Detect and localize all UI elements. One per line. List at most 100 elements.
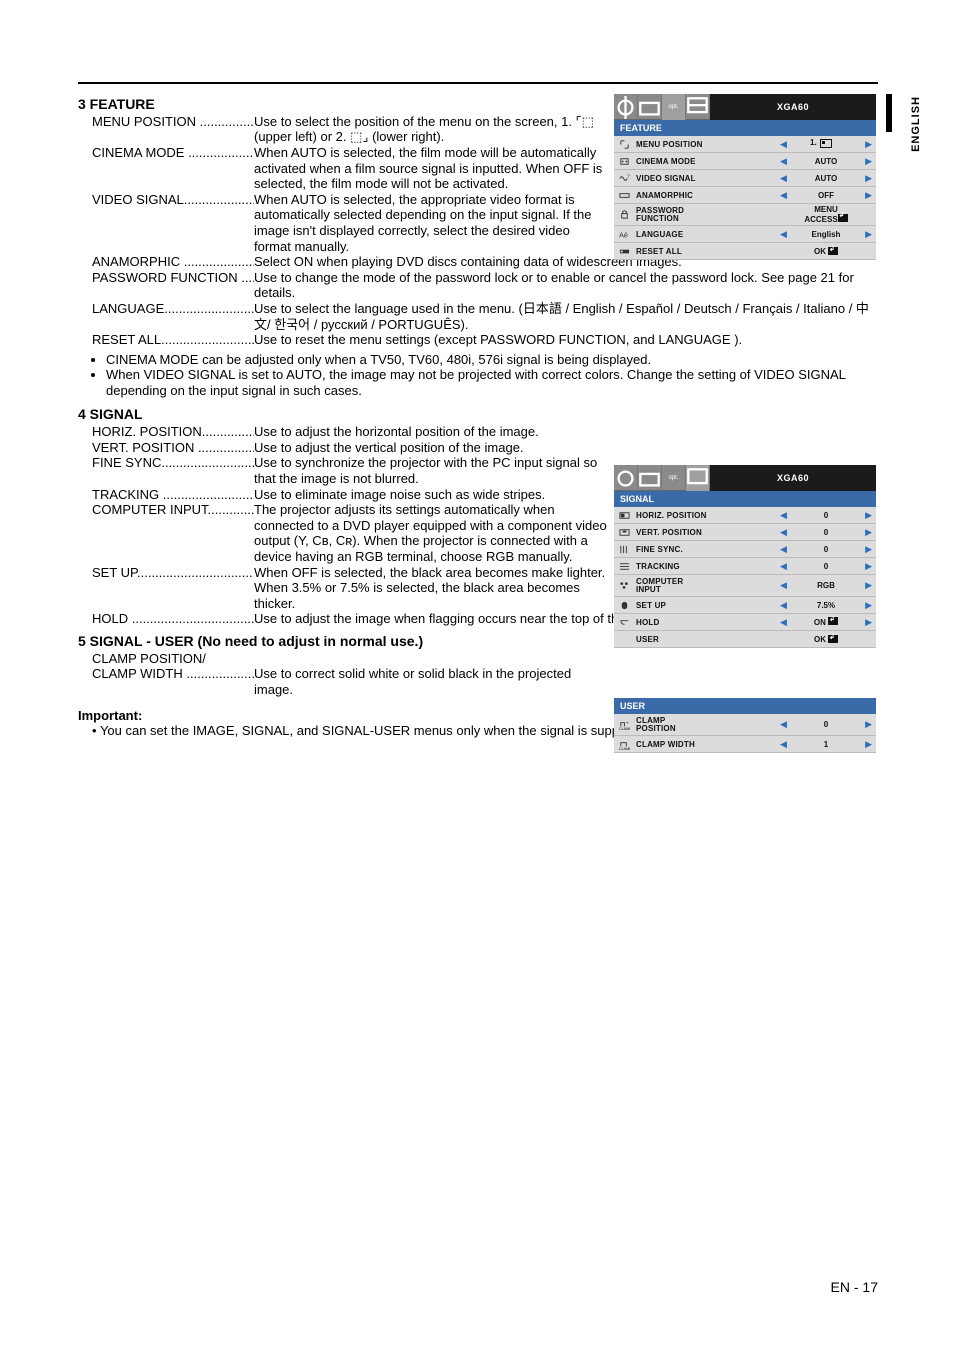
right-arrow-icon[interactable]: ▶ [865,600,872,611]
right-arrow-icon[interactable]: ▶ [865,229,872,240]
left-arrow-icon[interactable]: ◀ [780,617,787,628]
osd-feature-tabs: opt. [614,94,710,120]
osd-user-rows: CLAMPCLAMP POSITION◀0▶ CLAMPCLAMP WIDTH◀… [614,714,876,753]
password-icon [614,209,634,220]
right-arrow-icon[interactable]: ▶ [865,510,872,521]
osd-feature-title: XGA60 [710,94,876,120]
s3-bullet0: CINEMA MODE can be adjusted only when a … [106,352,878,368]
tab-image-icon[interactable] [614,465,638,491]
setup-icon [614,600,634,611]
osd-signal-panel: opt. XGA60 SIGNAL HORIZ. POSITION◀0▶ VER… [614,465,876,648]
page-number: EN - 17 [831,1279,878,1295]
section4-header: 4 SIGNAL [78,406,878,423]
svg-text:CLAMP: CLAMP [619,747,630,750]
hold-icon [614,617,634,628]
osd-feature-rows: MENU POSITION◀▶ CINEMA MODE◀AUTO▶ ?VIDEO… [614,136,876,260]
clamp-width-icon: CLAMP [614,739,634,750]
svg-text:?: ? [627,173,630,178]
menu-position-icon [614,139,634,150]
enter-icon [828,635,838,643]
osd-row-hold[interactable]: HOLD◀ON ▶ [614,614,876,631]
osd-row-video-signal[interactable]: ?VIDEO SIGNAL◀AUTO▶ [614,170,876,187]
s4-item0-label: HORIZ. POSITION.................. [78,424,254,440]
right-arrow-icon[interactable]: ▶ [865,156,872,167]
left-arrow-icon[interactable]: ◀ [780,229,787,240]
right-arrow-icon[interactable]: ▶ [865,527,872,538]
left-arrow-icon[interactable]: ◀ [780,156,787,167]
osd-row-language[interactable]: AëLANGUAGE◀English▶ [614,226,876,243]
osd-row-reset-all[interactable]: RESET ALLOK [614,243,876,260]
osd-signal-rows: HORIZ. POSITION◀0▶ VERT. POSITION◀0▶ FIN… [614,507,876,648]
osd-signal-section: SIGNAL [614,491,876,507]
left-arrow-icon[interactable]: ◀ [780,510,787,521]
s4-item0-desc: Use to adjust the horizontal position of… [254,424,878,440]
s3-item2-label: VIDEO SIGNAL....................... [78,192,254,208]
left-arrow-icon[interactable]: ◀ [780,527,787,538]
right-arrow-icon[interactable]: ▶ [865,190,872,201]
reset-icon [614,246,634,257]
cinema-mode-icon [614,156,634,167]
osd-row-clamp-width[interactable]: CLAMPCLAMP WIDTH◀1▶ [614,736,876,753]
osd-feature-section: FEATURE [614,120,876,136]
osd-row-anamorphic[interactable]: ANAMORPHIC◀OFF▶ [614,187,876,204]
right-arrow-icon[interactable]: ▶ [865,739,872,750]
left-arrow-icon[interactable]: ◀ [780,561,787,572]
s3-bullet1: When VIDEO SIGNAL is set to AUTO, the im… [106,367,878,398]
osd-row-set-up[interactable]: SET UP◀7.5%▶ [614,597,876,614]
side-tab [886,94,892,132]
section3-bullets: CINEMA MODE can be adjusted only when a … [78,352,878,399]
osd-signal-title: XGA60 [710,465,876,491]
tab-install-icon[interactable] [638,465,662,491]
left-arrow-icon[interactable]: ◀ [780,739,787,750]
right-arrow-icon[interactable]: ▶ [865,617,872,628]
tab-feature-icon[interactable]: opt. [662,465,686,491]
left-arrow-icon[interactable]: ◀ [780,139,787,150]
tracking-icon [614,561,634,572]
s3-item0-label: MENU POSITION ................... [78,114,254,130]
s4-item6-label: HOLD ...................................… [78,611,254,627]
language-icon: Aë [614,229,634,240]
right-arrow-icon[interactable]: ▶ [865,719,872,730]
osd-row-horiz-position[interactable]: HORIZ. POSITION◀0▶ [614,507,876,524]
right-arrow-icon[interactable]: ▶ [865,580,872,591]
osd-row-vert-position[interactable]: VERT. POSITION◀0▶ [614,524,876,541]
tab-signal-icon[interactable] [686,94,710,120]
osd-row-clamp-position[interactable]: CLAMPCLAMP POSITION◀0▶ [614,714,876,736]
osd-row-cinema-mode[interactable]: CINEMA MODE◀AUTO▶ [614,153,876,170]
s5-item-label: CLAMP WIDTH ...................... [78,666,254,682]
tab-image-icon[interactable] [614,94,638,120]
right-arrow-icon[interactable]: ▶ [865,561,872,572]
tab-feature-icon[interactable]: opt. [662,94,686,120]
left-arrow-icon[interactable]: ◀ [780,173,787,184]
osd-row-menu-position[interactable]: MENU POSITION◀▶ [614,136,876,153]
osd-row-tracking[interactable]: TRACKING◀0▶ [614,558,876,575]
left-arrow-icon[interactable]: ◀ [780,600,787,611]
svg-text:CLAMP: CLAMP [619,727,630,730]
left-arrow-icon[interactable]: ◀ [780,190,787,201]
horiz-position-icon [614,510,634,521]
left-arrow-icon[interactable]: ◀ [780,719,787,730]
s4-item5-label: SET UP..................................… [78,565,254,581]
tab-install-icon[interactable] [638,94,662,120]
s4-item4-label: COMPUTER INPUT................ [78,502,254,518]
left-arrow-icon[interactable]: ◀ [780,580,787,591]
right-arrow-icon[interactable]: ▶ [865,139,872,150]
osd-signal-tabs: opt. [614,465,710,491]
right-arrow-icon[interactable]: ▶ [865,544,872,555]
osd-val-menupos [787,139,865,150]
osd-user-panel: USER CLAMPCLAMP POSITION◀0▶ CLAMPCLAMP W… [614,698,876,753]
s3-item4-desc: Use to change the mode of the password l… [254,270,878,301]
osd-row-password-function[interactable]: PASSWORD FUNCTIONMENU ACCESS [614,204,876,226]
s3-item6-desc: Use to reset the menu settings (except P… [254,332,878,348]
osd-row-user[interactable]: USEROK [614,631,876,648]
right-arrow-icon[interactable]: ▶ [865,173,872,184]
osd-feature-panel: opt. XGA60 FEATURE MENU POSITION◀▶ CINEM… [614,94,876,260]
enter-icon [828,247,838,255]
osd-row-fine-sync[interactable]: FINE SYNC.◀0▶ [614,541,876,558]
fine-sync-icon [614,544,634,555]
tab-signal-icon[interactable] [686,465,710,491]
s4-item2-label: FINE SYNC............................. [78,455,254,471]
left-arrow-icon[interactable]: ◀ [780,544,787,555]
enter-icon [838,214,848,222]
osd-row-computer-input[interactable]: COMPUTER INPUT◀RGB▶ [614,575,876,597]
